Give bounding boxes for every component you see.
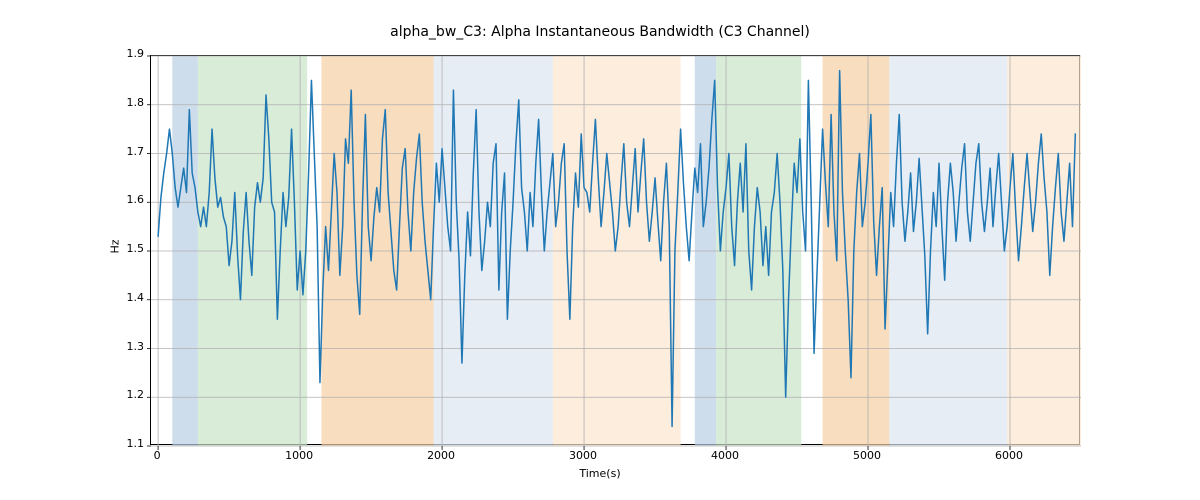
x-tick-label: 6000: [989, 449, 1029, 462]
y-tick-label: 1.6: [127, 193, 145, 206]
x-axis-label: Time(s): [0, 467, 1200, 480]
y-tick-label: 1.4: [127, 291, 145, 304]
plot-area: [150, 55, 1080, 445]
x-tick-label: 0: [137, 449, 177, 462]
y-tick-label: 1.7: [127, 145, 145, 158]
figure: alpha_bw_C3: Alpha Instantaneous Bandwid…: [0, 0, 1200, 500]
plot-svg: [151, 56, 1081, 446]
x-tick-label: 1000: [279, 449, 319, 462]
y-tick-label: 1.1: [127, 437, 145, 450]
y-tick-label: 1.2: [127, 388, 145, 401]
x-tick-label: 5000: [847, 449, 887, 462]
y-tick-label: 1.8: [127, 96, 145, 109]
y-tick-label: 1.3: [127, 340, 145, 353]
y-tick-label: 1.9: [127, 47, 145, 60]
y-axis-label: Hz: [109, 239, 122, 253]
x-tick-label: 4000: [705, 449, 745, 462]
x-tick-label: 2000: [421, 449, 461, 462]
y-tick-label: 1.5: [127, 242, 145, 255]
chart-title: alpha_bw_C3: Alpha Instantaneous Bandwid…: [0, 24, 1200, 40]
x-tick-label: 3000: [563, 449, 603, 462]
